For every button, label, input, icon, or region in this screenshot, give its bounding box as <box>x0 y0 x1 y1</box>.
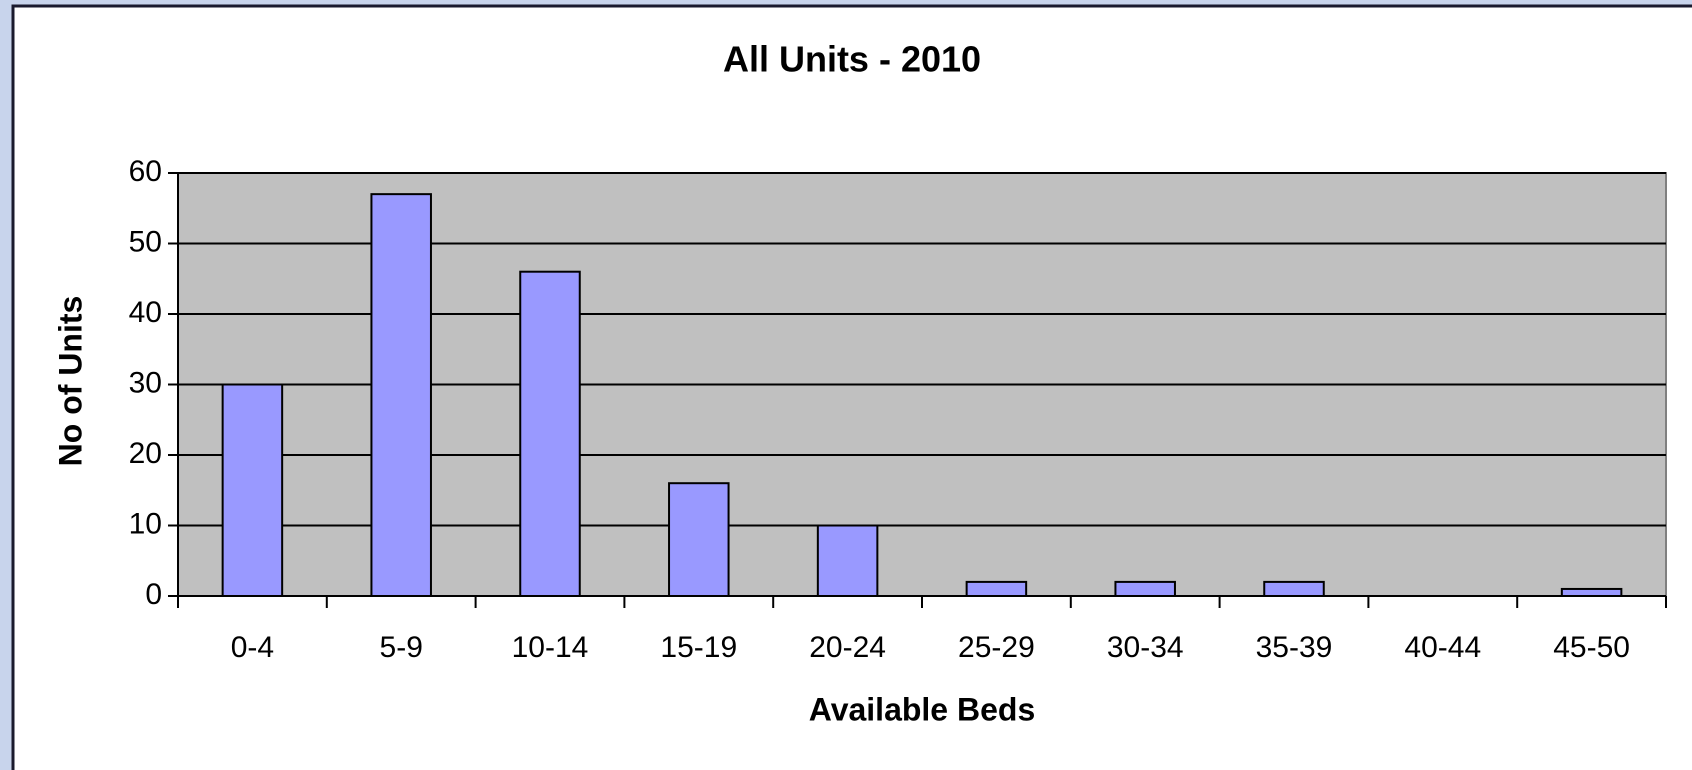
x-tick-label: 30-34 <box>1107 631 1184 664</box>
y-tick-label: 40 <box>129 296 162 329</box>
x-tick-label: 25-29 <box>958 631 1035 664</box>
y-tick-label: 30 <box>129 366 162 399</box>
x-axis-title: Available Beds <box>809 691 1035 727</box>
bar <box>1263 580 1325 598</box>
x-tick-label: 10-14 <box>512 631 589 664</box>
y-tick-label: 50 <box>129 225 162 258</box>
x-tick-label: 15-19 <box>660 631 737 664</box>
x-tick-label: 45-50 <box>1553 631 1630 664</box>
x-tick-label: 35-39 <box>1256 631 1333 664</box>
bar <box>519 270 581 597</box>
bar <box>1560 587 1623 598</box>
y-tick-label: 0 <box>145 578 162 611</box>
y-tick-label: 60 <box>129 155 162 188</box>
bar <box>1114 580 1176 598</box>
x-tick-label: 0-4 <box>231 631 274 664</box>
x-tick-label: 20-24 <box>809 631 886 664</box>
chart-title: All Units - 2010 <box>723 39 981 80</box>
bar <box>816 524 879 597</box>
bar <box>221 383 284 597</box>
bar <box>370 193 432 597</box>
y-tick-label: 20 <box>129 437 162 470</box>
bar <box>668 482 730 598</box>
x-tick-label: 40-44 <box>1404 631 1481 664</box>
x-tick-label: 5-9 <box>380 631 423 664</box>
y-tick-label: 10 <box>129 507 162 540</box>
bar <box>965 580 1028 598</box>
y-axis-title: No of Units <box>52 296 88 467</box>
